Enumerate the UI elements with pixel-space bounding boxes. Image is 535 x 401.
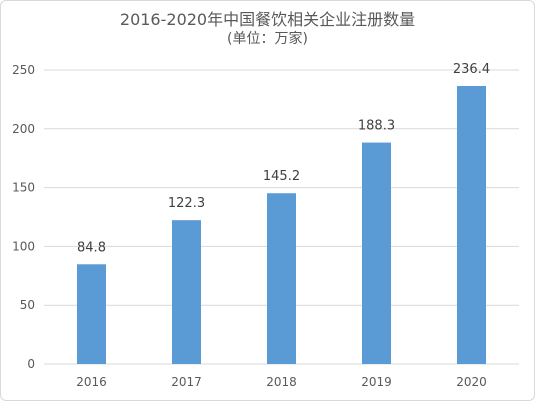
y-tick-label: 150: [12, 181, 35, 195]
x-tick-label: 2018: [266, 375, 297, 389]
data-label: 236.4: [453, 62, 490, 77]
x-tick-label: 2020: [456, 375, 487, 389]
bar: [362, 142, 391, 364]
bar: [267, 193, 296, 364]
y-tick-label: 250: [12, 63, 35, 77]
y-tick-label: 0: [27, 357, 35, 371]
bar: [457, 85, 486, 365]
bar: [77, 264, 106, 364]
y-tick-label: 200: [12, 122, 35, 136]
x-tick-label: 2019: [361, 375, 392, 389]
data-label: 145.2: [263, 169, 300, 184]
data-label: 188.3: [358, 119, 395, 134]
data-label: 122.3: [168, 196, 205, 211]
x-tick-label: 2016: [76, 375, 107, 389]
y-tick-label: 100: [12, 239, 35, 253]
chart-title: 2016-2020年中国餐饮相关企业注册数量: [119, 10, 416, 29]
bar: [172, 220, 201, 364]
chart-subtitle: (单位：万家): [227, 31, 308, 47]
x-tick-label: 2017: [171, 375, 202, 389]
data-label: 84.8: [77, 240, 106, 255]
y-tick-label: 50: [20, 298, 35, 312]
